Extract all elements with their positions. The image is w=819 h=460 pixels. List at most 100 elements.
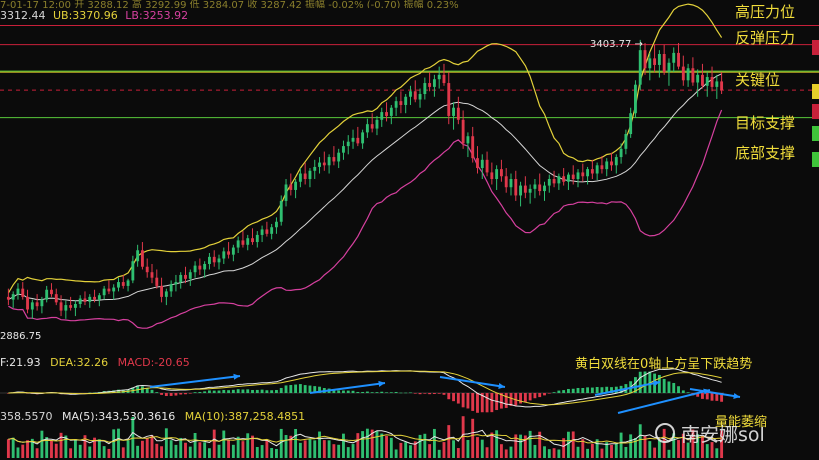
volume-bar	[83, 435, 87, 458]
volume-bar	[466, 439, 470, 458]
volume-bar	[691, 429, 695, 458]
volume-bar	[399, 442, 403, 458]
macd-histogram-bar	[389, 392, 393, 393]
macd-histogram-bar	[313, 386, 317, 393]
macd-histogram-bar	[227, 390, 231, 393]
volume-bar	[30, 438, 34, 458]
volume-bar	[437, 449, 441, 458]
candle-body	[265, 229, 269, 234]
volume-bar	[566, 431, 570, 458]
candle-body	[413, 91, 417, 100]
candle-body	[222, 251, 226, 259]
candle-body	[318, 162, 321, 167]
trend-arrow	[594, 381, 661, 396]
volume-bar	[404, 442, 408, 458]
boll-mid-value: 3312.44	[0, 9, 46, 22]
macd-histogram-bar	[543, 393, 546, 396]
candle-body	[179, 274, 183, 283]
candle-body	[121, 282, 125, 286]
volume-bar	[318, 431, 321, 458]
volume-bar	[255, 447, 259, 458]
candle-body	[442, 74, 446, 84]
volume-bar	[447, 425, 451, 458]
volume-bar	[490, 432, 494, 458]
candle-body	[499, 169, 503, 177]
macd-histogram-bar	[523, 393, 527, 403]
candle-body	[404, 96, 408, 105]
candle-body	[45, 289, 49, 300]
macd-histogram-bar	[351, 390, 355, 393]
volume-bar	[590, 443, 594, 458]
volume-bar	[279, 428, 283, 458]
candle-body	[566, 174, 570, 182]
boll-ub-value: UB:3370.96	[53, 9, 118, 22]
volume-bar	[657, 439, 661, 458]
macd-histogram-bar	[193, 392, 197, 393]
volume-bar	[495, 430, 499, 458]
macd-histogram-bar	[423, 393, 427, 394]
macd-histogram-bar	[571, 388, 575, 393]
volume-bar	[514, 434, 518, 458]
volume-bar	[519, 434, 523, 458]
volume-bar	[361, 431, 365, 458]
candle-body	[557, 176, 561, 184]
volume-bar	[227, 439, 231, 458]
volume-bar	[480, 439, 484, 458]
candle-body	[236, 240, 240, 248]
upper-band-line	[7, 3, 723, 294]
candle-body	[365, 124, 369, 133]
volume-bar	[600, 448, 604, 458]
candle-body	[394, 101, 398, 108]
candle-body	[169, 284, 173, 292]
macd-histogram-bar	[600, 387, 604, 393]
candle-body	[586, 169, 590, 177]
candle-body	[160, 285, 164, 297]
volume-bar	[342, 433, 345, 458]
low-price-label: 2886.75	[0, 331, 42, 342]
macd-histogram-bar	[255, 389, 259, 393]
volume-bar	[140, 440, 144, 458]
volume-bar	[16, 447, 20, 458]
candle-body	[298, 173, 302, 182]
candle-body	[715, 81, 719, 87]
macd-histogram-bar	[198, 391, 202, 393]
macd-histogram-bar	[677, 386, 680, 393]
volume-bar	[562, 438, 566, 458]
candle-body	[255, 234, 259, 243]
volume-bar	[509, 446, 513, 458]
macd-histogram-bar	[150, 389, 154, 393]
volume-bar	[198, 442, 202, 458]
macd-histogram-bar	[289, 385, 293, 393]
macd-histogram-bar	[169, 393, 173, 396]
volume-bar	[547, 449, 551, 458]
candle-body	[313, 166, 317, 171]
candle-body	[619, 148, 623, 158]
volume-bar	[126, 440, 130, 458]
volume-bar	[160, 446, 164, 458]
volume-bar	[117, 428, 120, 458]
macd-histogram-bar	[160, 393, 164, 395]
candle-body	[452, 107, 455, 116]
mid-band-line	[8, 73, 722, 302]
volume-bar	[533, 444, 537, 458]
trend-arrow-head	[498, 383, 505, 390]
macd-histogram-bar	[145, 387, 149, 393]
candle-body	[485, 159, 489, 173]
macd-histogram-bar	[399, 392, 403, 394]
volume-bar	[179, 437, 183, 458]
volume-bar	[164, 428, 168, 458]
candle-body	[50, 289, 53, 295]
candle-body	[571, 174, 575, 179]
volume-bar	[677, 440, 680, 458]
macd-histogram-bar	[710, 393, 714, 401]
volume-bar	[442, 442, 446, 458]
volume-bar	[294, 428, 298, 458]
watermark-text: 南安娜sol	[681, 424, 765, 446]
volume-bar	[629, 434, 633, 458]
macd-histogram-bar	[480, 393, 484, 413]
volume-bar	[672, 433, 676, 458]
volume-bar	[370, 429, 374, 458]
volume-bar	[6, 439, 10, 458]
candle-body	[193, 265, 197, 273]
volume-bar	[21, 444, 25, 458]
